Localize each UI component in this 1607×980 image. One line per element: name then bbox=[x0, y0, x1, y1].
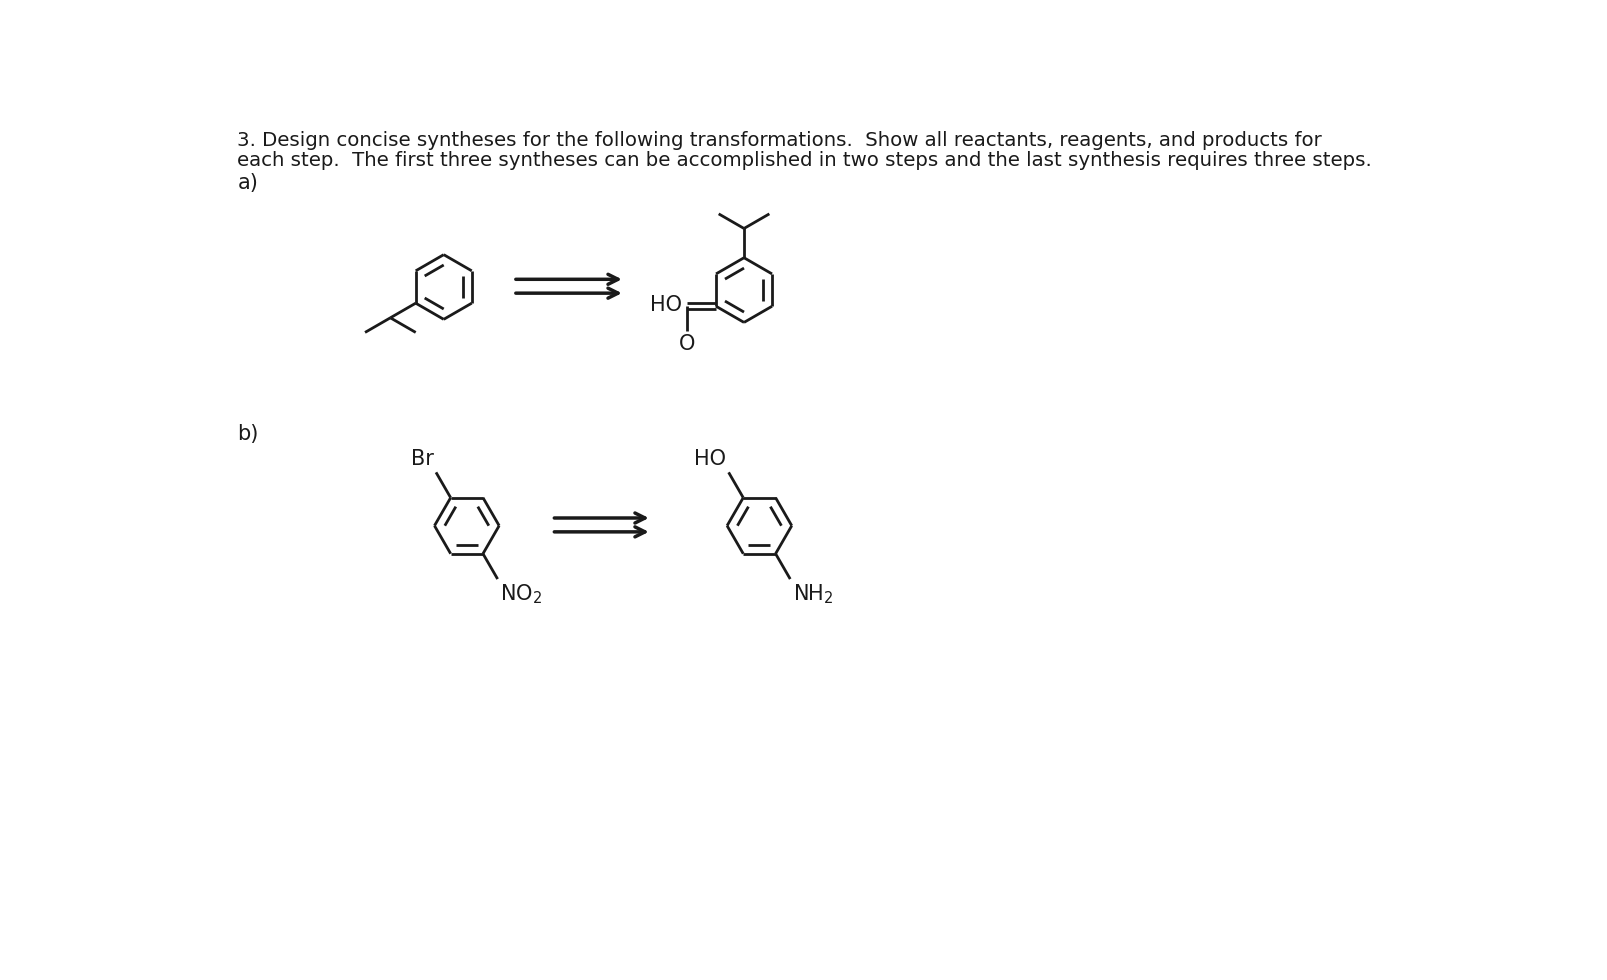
Text: a): a) bbox=[238, 173, 259, 193]
Text: O: O bbox=[678, 334, 694, 354]
Text: Br: Br bbox=[410, 449, 434, 469]
Text: b): b) bbox=[238, 424, 259, 444]
Text: NO$_2$: NO$_2$ bbox=[500, 582, 542, 606]
Text: 3. Design concise syntheses for the following transformations.  Show all reactan: 3. Design concise syntheses for the foll… bbox=[238, 131, 1321, 151]
Text: HO: HO bbox=[694, 449, 726, 469]
Text: HO: HO bbox=[649, 295, 681, 315]
Text: each step.  The first three syntheses can be accomplished in two steps and the l: each step. The first three syntheses can… bbox=[238, 152, 1371, 171]
Text: NH$_2$: NH$_2$ bbox=[792, 582, 832, 606]
